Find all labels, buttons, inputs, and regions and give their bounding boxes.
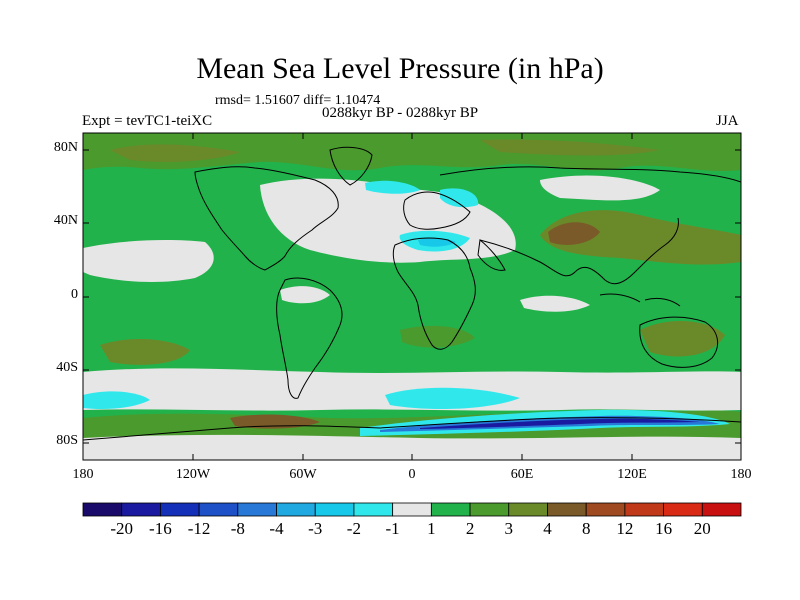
- tropical-neutral: [280, 286, 590, 312]
- colorbar-swatch: [160, 502, 200, 517]
- south-pacific-positive: [100, 338, 190, 365]
- colorbar-label: 16: [655, 519, 673, 538]
- lon-label-60w: 60W: [289, 467, 317, 482]
- coastlines: [83, 146, 741, 441]
- europe-coast: [403, 191, 471, 230]
- axis-ticks: [83, 133, 741, 460]
- colorbar-label: -8: [230, 519, 245, 538]
- siberia-neutral: [540, 175, 660, 201]
- southern-ocean-neutral: [83, 368, 741, 411]
- rmsd-diff-stats: rmsd= 1.51607 diff= 1.10474: [215, 93, 381, 108]
- lat-label-40n: 40N: [53, 213, 78, 228]
- ross-sea-positive: [230, 414, 320, 429]
- lat-label-80n: 80N: [53, 140, 78, 155]
- australia-coast: [639, 316, 719, 368]
- colorbar-swatch: [276, 502, 316, 517]
- greenland-low: [365, 180, 420, 194]
- colorbar-swatch: [121, 502, 161, 517]
- experiment-label: Expt = tevTC1-teiXC: [82, 113, 213, 129]
- colorbar-label: -3: [308, 519, 323, 538]
- colorbar-swatch: [663, 502, 703, 517]
- colorbar-swatch: [198, 502, 239, 517]
- australia-positive: [640, 320, 725, 357]
- colorbar-swatch: [624, 502, 664, 517]
- indonesia-coast: [599, 293, 681, 307]
- lon-label-120w: 120W: [175, 467, 211, 482]
- map-title: Mean Sea Level Pressure (in hPa): [196, 52, 604, 85]
- colorbar-label: 1: [427, 519, 436, 538]
- colorbar-label: 12: [616, 519, 634, 538]
- colorbar-label: -12: [187, 519, 211, 538]
- colorbar-swatch: [469, 502, 510, 517]
- lon-label-120e: 120E: [617, 467, 647, 482]
- period-label: 0288kyr BP - 0288kyr BP: [322, 105, 479, 121]
- antarctic-neutral: [83, 434, 741, 460]
- southern-low-west: [83, 391, 150, 410]
- arctic-high-core: [110, 139, 660, 163]
- southern-low-atlantic: [385, 387, 520, 410]
- season-label: JJA: [716, 113, 739, 129]
- colorbar-label: -1: [385, 519, 400, 538]
- colorbar-swatch: [585, 502, 626, 517]
- colorbar: [82, 502, 742, 517]
- lat-label-40s: 40S: [56, 360, 78, 375]
- colorbar-label: 3: [504, 519, 514, 538]
- colorbar-label: 4: [543, 519, 552, 538]
- colorbar-label: -16: [149, 519, 172, 538]
- contour-fill: [83, 133, 741, 460]
- colorbar-label: -4: [269, 519, 284, 538]
- lon-label-180w: 180: [72, 467, 94, 482]
- asia-positive-core: [548, 222, 600, 245]
- africa-coast: [392, 237, 476, 350]
- colorbar-swatch: [353, 502, 394, 517]
- colorbar-label: -20: [110, 519, 134, 538]
- antarctic-coastal-low-core: [420, 418, 700, 429]
- greenland-coast: [329, 146, 373, 186]
- colorbar-swatch: [82, 502, 123, 517]
- colorbar-swatch: [430, 502, 471, 517]
- antarctica-coast: [83, 417, 741, 441]
- colorbar-label: 20: [693, 519, 711, 538]
- europe-low: [440, 188, 479, 208]
- colorbar-label: 2: [465, 519, 475, 538]
- lon-label-60e: 60E: [510, 467, 534, 482]
- south-america-coast: [276, 277, 343, 399]
- lon-label-180e: 180: [730, 467, 752, 482]
- colorbar-label: 8: [581, 519, 591, 538]
- arabia-coast: [477, 239, 506, 271]
- north-america-coast: [194, 166, 339, 271]
- lon-label-0: 0: [408, 467, 416, 482]
- colorbar-label: -2: [346, 519, 361, 538]
- eurasia-north-coast: [439, 166, 741, 183]
- colorbar-swatch: [392, 502, 432, 517]
- south-atlantic-positive: [400, 325, 475, 348]
- colorbar-swatch: [237, 502, 277, 517]
- colorbar-swatch: [701, 502, 742, 517]
- north-pacific-neutral: [83, 240, 214, 282]
- colorbar-swatch: [314, 502, 355, 517]
- colorbar-swatch: [508, 502, 548, 517]
- lat-label-equator: 0: [71, 287, 78, 302]
- lat-label-80s: 80S: [56, 433, 78, 448]
- colorbar-swatch: [547, 502, 587, 517]
- asia-south-coast: [479, 217, 679, 285]
- asia-positive: [540, 210, 741, 265]
